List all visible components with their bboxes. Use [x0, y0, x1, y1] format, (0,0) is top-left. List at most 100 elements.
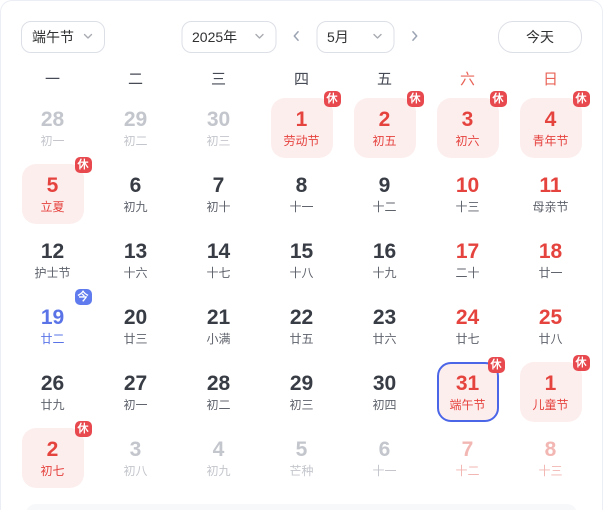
day-cell-slot: 30 初四 [343, 359, 426, 425]
day-cell-14-十七[interactable]: 14 十七 [188, 230, 250, 290]
day-cell-slot: 3 初八 [94, 425, 177, 491]
day-cell-11-母亲节[interactable]: 11 母亲节 [520, 164, 582, 224]
chevron-down-icon [371, 29, 383, 45]
day-cell-21-小满[interactable]: 21 小满 [188, 296, 250, 356]
day-number: 2 [378, 107, 391, 131]
day-sublabel: 廿五 [289, 331, 314, 346]
day-cell-3-初八[interactable]: 3 初八 [105, 428, 167, 488]
day-cell-4-青年节[interactable]: 4 青年节 休 [519, 91, 590, 158]
day-number: 28 [40, 107, 65, 131]
day-cell-22-廿五[interactable]: 22 廿五 [271, 296, 333, 356]
day-cell-5-立夏[interactable]: 5 立夏 休 [21, 157, 92, 224]
day-cell-29-初二[interactable]: 29 初二 [105, 98, 167, 158]
day-number: 17 [455, 239, 480, 263]
day-number: 4 [544, 107, 557, 131]
day-number: 7 [212, 173, 225, 197]
day-number: 23 [372, 305, 397, 329]
day-cell-25-廿八[interactable]: 25 廿八 [520, 296, 582, 356]
day-sublabel: 初九 [206, 463, 231, 478]
day-number: 22 [289, 305, 314, 329]
day-cell-2-初七[interactable]: 2 初七 休 [21, 421, 92, 488]
day-number: 26 [40, 371, 65, 395]
day-sublabel: 廿八 [538, 331, 563, 346]
day-number: 29 [289, 371, 314, 395]
today-button[interactable]: 今天 [498, 21, 582, 53]
day-sublabel: 初八 [123, 463, 148, 478]
year-select[interactable]: 2025年 [181, 21, 276, 53]
day-cell-1-劳动节[interactable]: 1 劳动节 休 [270, 91, 341, 158]
day-cell-slot: 14 十七 [177, 227, 260, 293]
day-cell-7-十二[interactable]: 7 十二 [437, 428, 499, 488]
day-cell-slot: 4 初九 [177, 425, 260, 491]
prev-month-button[interactable] [288, 21, 304, 53]
day-cell-26-廿九[interactable]: 26 廿九 [22, 362, 84, 422]
weekday-label: 六 [459, 70, 475, 88]
day-cell-31-端午节[interactable]: 31 端午节 休 [436, 357, 505, 422]
day-cell-10-十三[interactable]: 10 十三 [437, 164, 499, 224]
day-cell-7-初十[interactable]: 7 初十 [188, 164, 250, 224]
chevron-down-icon [253, 29, 265, 45]
day-cell-8-十三[interactable]: 8 十三 [520, 428, 582, 488]
day-sublabel: 廿九 [40, 397, 65, 412]
rest-badge: 休 [487, 357, 505, 373]
day-cell-13-十六[interactable]: 13 十六 [105, 230, 167, 290]
day-cell-4-初九[interactable]: 4 初九 [188, 428, 250, 488]
day-cell-27-初一[interactable]: 27 初一 [105, 362, 167, 422]
day-cell-slot: 15 十八 [260, 227, 343, 293]
festival-select-label: 端午节 [32, 29, 74, 45]
weekday-label: 二 [127, 70, 143, 88]
day-cell-6-十一[interactable]: 6 十一 [354, 428, 416, 488]
day-cell-19-廿二[interactable]: 19 廿二 今 [22, 289, 92, 356]
day-number: 25 [538, 305, 563, 329]
day-sublabel: 廿三 [123, 331, 148, 346]
rest-badge: 休 [572, 355, 590, 371]
day-cell-20-廿三[interactable]: 20 廿三 [105, 296, 167, 356]
day-cell-8-十一[interactable]: 8 十一 [271, 164, 333, 224]
day-number: 11 [539, 173, 562, 197]
day-number: 7 [461, 437, 474, 461]
calendar-toolbar: 端午节 2025年 5月 [21, 21, 582, 53]
holiday-info-panel [26, 504, 577, 510]
date-navigation: 2025年 5月 [181, 21, 422, 53]
day-cell-slot: 29 初三 [260, 359, 343, 425]
festival-select[interactable]: 端午节 [21, 21, 105, 53]
day-cell-9-十二[interactable]: 9 十二 [354, 164, 416, 224]
day-cell-30-初三[interactable]: 30 初三 [188, 98, 250, 158]
day-cell-slot: 31 端午节 休 [426, 357, 509, 425]
day-cell-slot: 23 廿六 [343, 293, 426, 359]
day-cell-16-十九[interactable]: 16 十九 [354, 230, 416, 290]
day-number: 8 [544, 437, 557, 461]
day-sublabel: 初三 [206, 133, 231, 148]
day-cell-1-儿童节[interactable]: 1 儿童节 休 [519, 355, 590, 422]
day-sublabel: 芒种 [289, 463, 314, 478]
day-cell-15-十八[interactable]: 15 十八 [271, 230, 333, 290]
month-select[interactable]: 5月 [316, 21, 394, 53]
day-sublabel: 劳动节 [283, 133, 320, 148]
day-cell-5-芒种[interactable]: 5 芒种 [271, 428, 333, 488]
day-number: 8 [295, 173, 308, 197]
day-cell-17-二十[interactable]: 17 二十 [437, 230, 499, 290]
day-cell-18-廿一[interactable]: 18 廿一 [520, 230, 582, 290]
rest-badge: 休 [323, 91, 341, 107]
day-sublabel: 十七 [206, 265, 231, 280]
day-cell-6-初九[interactable]: 6 初九 [105, 164, 167, 224]
next-month-button[interactable] [406, 21, 422, 53]
day-cell-12-护士节[interactable]: 12 护士节 [22, 230, 84, 290]
day-cell-slot: 9 十二 [343, 161, 426, 227]
day-cell-2-初五[interactable]: 2 初五 休 [353, 91, 424, 158]
day-sublabel: 十一 [289, 199, 314, 214]
day-cell-29-初三[interactable]: 29 初三 [271, 362, 333, 422]
day-cell-24-廿七[interactable]: 24 廿七 [437, 296, 499, 356]
rest-badge: 休 [489, 91, 507, 107]
day-cell-28-初一[interactable]: 28 初一 [22, 98, 84, 158]
day-sublabel: 青年节 [532, 133, 569, 148]
day-cell-slot: 21 小满 [177, 293, 260, 359]
chevron-down-icon [82, 29, 94, 45]
day-cell-3-初六[interactable]: 3 初六 休 [436, 91, 507, 158]
day-cell-28-初二[interactable]: 28 初二 [188, 362, 250, 422]
day-sublabel: 廿六 [372, 331, 397, 346]
rest-badge: 休 [74, 157, 92, 173]
day-cell-30-初四[interactable]: 30 初四 [354, 362, 416, 422]
day-sublabel: 初三 [289, 397, 314, 412]
day-cell-23-廿六[interactable]: 23 廿六 [354, 296, 416, 356]
